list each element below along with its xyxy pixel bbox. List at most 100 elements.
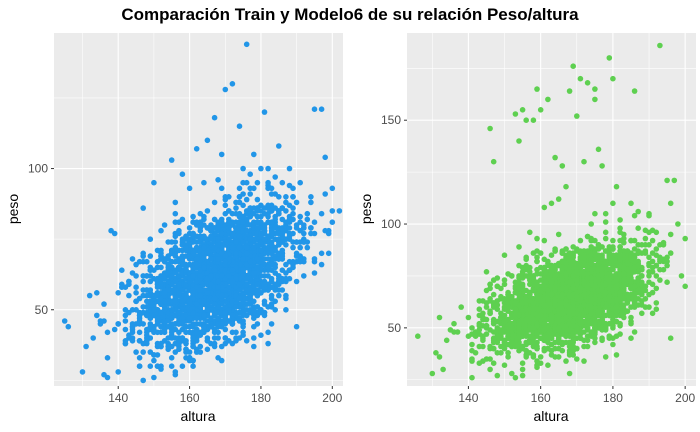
data-point <box>276 278 282 285</box>
data-point <box>649 250 656 256</box>
data-point <box>204 250 211 257</box>
data-point <box>563 358 569 364</box>
data-point <box>183 349 189 355</box>
data-point <box>233 199 239 206</box>
data-point <box>168 157 175 163</box>
data-point <box>179 363 186 370</box>
data-point <box>168 329 175 336</box>
data-point <box>229 278 236 285</box>
data-point <box>229 312 236 319</box>
data-point <box>297 213 304 220</box>
data-point <box>487 366 493 373</box>
data-point <box>144 338 150 344</box>
data-point <box>243 281 250 288</box>
data-point <box>304 216 311 223</box>
data-point <box>215 315 221 322</box>
data-point <box>254 256 261 262</box>
data-point <box>283 275 289 282</box>
data-point <box>144 287 150 293</box>
data-point <box>240 256 246 262</box>
data-point <box>126 335 132 341</box>
data-point <box>329 208 336 214</box>
data-point <box>101 371 107 378</box>
data-point <box>193 329 200 336</box>
data-point <box>201 179 207 186</box>
data-point <box>165 343 171 350</box>
data-point <box>190 343 196 350</box>
data-point <box>566 252 573 258</box>
data-point <box>147 236 154 242</box>
data-point <box>664 279 670 286</box>
data-point <box>218 151 225 158</box>
data-point <box>229 230 236 237</box>
data-point <box>251 270 257 276</box>
data-point <box>519 372 526 379</box>
data-point <box>325 250 332 257</box>
data-point <box>218 343 225 350</box>
data-point <box>279 267 286 274</box>
data-point <box>308 194 314 200</box>
data-point <box>610 341 616 348</box>
data-point <box>251 244 257 251</box>
data-point <box>186 307 193 313</box>
data-point <box>617 252 623 258</box>
data-point <box>226 208 232 214</box>
data-point <box>176 321 182 327</box>
data-point <box>490 291 497 298</box>
data-point <box>258 165 264 172</box>
data-point <box>208 227 214 234</box>
data-point <box>218 230 225 237</box>
data-point <box>193 315 200 322</box>
data-point <box>570 244 576 250</box>
data-point <box>286 258 293 265</box>
data-point <box>293 199 300 206</box>
data-point <box>186 298 193 305</box>
data-point <box>165 239 171 245</box>
data-point <box>222 309 229 316</box>
data-point <box>247 171 253 177</box>
data-point <box>176 329 182 336</box>
data-point <box>236 185 243 192</box>
data-point <box>161 326 168 333</box>
data-point <box>186 185 193 192</box>
data-point <box>104 329 111 336</box>
data-point <box>476 298 483 304</box>
data-point <box>318 106 325 112</box>
data-point <box>190 363 196 370</box>
data-point <box>183 290 189 296</box>
data-point <box>144 273 150 279</box>
data-point <box>222 315 229 322</box>
data-point <box>147 363 154 370</box>
data-point <box>308 199 314 206</box>
data-point <box>534 248 540 254</box>
data-point <box>190 273 196 279</box>
data-point <box>193 256 200 262</box>
data-point <box>204 307 211 313</box>
data-point <box>168 363 175 370</box>
data-point <box>276 143 282 149</box>
data-point <box>208 256 214 262</box>
data-point <box>494 372 501 379</box>
data-point <box>168 307 175 313</box>
data-point <box>115 369 121 375</box>
data-point <box>172 219 179 225</box>
data-point <box>222 253 229 259</box>
data-point <box>158 227 164 234</box>
data-point <box>480 333 486 340</box>
data-point <box>229 321 236 327</box>
data-point <box>154 284 161 291</box>
data-point <box>254 264 261 271</box>
data-point <box>222 258 229 265</box>
data-point <box>265 165 271 172</box>
data-point <box>667 231 674 238</box>
data-point <box>161 222 168 228</box>
data-point <box>122 307 129 313</box>
data-point <box>286 233 293 240</box>
data-point <box>653 285 660 292</box>
data-point <box>218 273 225 279</box>
data-point <box>86 292 93 299</box>
data-point <box>519 360 526 367</box>
data-point <box>301 273 307 279</box>
data-point <box>222 202 229 209</box>
